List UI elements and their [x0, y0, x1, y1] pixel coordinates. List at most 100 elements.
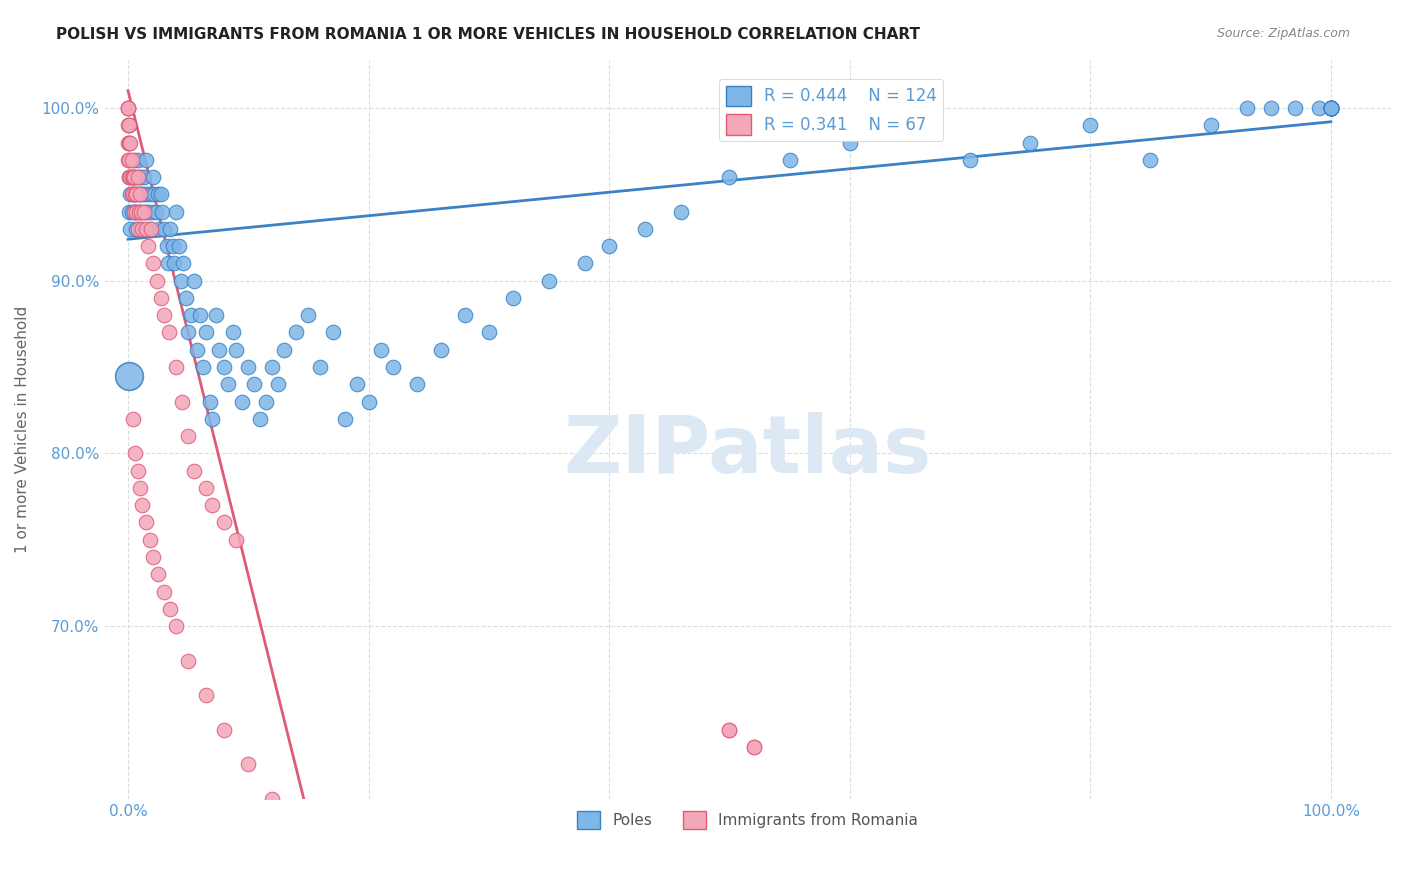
- Point: [1320, 101, 1343, 115]
- Point: [1320, 101, 1343, 115]
- Point: [118, 136, 141, 150]
- Point: [129, 204, 152, 219]
- Point: [429, 343, 451, 357]
- Point: [129, 187, 152, 202]
- Point: [1320, 101, 1343, 115]
- Point: [129, 204, 152, 219]
- Point: [297, 308, 319, 322]
- Point: [121, 169, 143, 184]
- Point: [129, 169, 152, 184]
- Point: [118, 118, 141, 132]
- Point: [1308, 101, 1330, 115]
- Point: [1320, 101, 1343, 115]
- Point: [177, 429, 200, 443]
- Point: [138, 533, 160, 547]
- Point: [718, 723, 741, 737]
- Point: [195, 688, 218, 702]
- Point: [129, 481, 152, 495]
- Point: [129, 222, 152, 236]
- Point: [1320, 101, 1343, 115]
- Point: [254, 394, 277, 409]
- Point: [153, 308, 176, 322]
- Point: [157, 326, 180, 340]
- Point: [405, 377, 427, 392]
- Point: [1320, 101, 1343, 115]
- Point: [346, 377, 368, 392]
- Point: [1320, 101, 1343, 115]
- Point: [138, 204, 160, 219]
- Point: [217, 377, 239, 392]
- Point: [128, 204, 150, 219]
- Point: [742, 739, 765, 754]
- Point: [125, 169, 148, 184]
- Point: [574, 256, 596, 270]
- Point: [285, 326, 308, 340]
- Point: [381, 359, 404, 374]
- Point: [121, 187, 143, 202]
- Point: [146, 567, 169, 582]
- Point: [118, 368, 141, 383]
- Point: [150, 204, 173, 219]
- Point: [170, 274, 193, 288]
- Point: [122, 169, 145, 184]
- Point: [163, 256, 186, 270]
- Point: [139, 187, 162, 202]
- Point: [127, 153, 149, 167]
- Point: [122, 169, 145, 184]
- Point: [221, 326, 243, 340]
- Point: [1320, 101, 1343, 115]
- Point: [297, 826, 319, 840]
- Point: [117, 101, 139, 115]
- Point: [117, 101, 139, 115]
- Point: [454, 308, 477, 322]
- Point: [118, 204, 141, 219]
- Point: [131, 222, 153, 236]
- Point: [634, 222, 657, 236]
- Text: ZIPatlas: ZIPatlas: [564, 412, 932, 491]
- Point: [153, 584, 176, 599]
- Point: [165, 204, 187, 219]
- Point: [959, 153, 981, 167]
- Point: [159, 602, 181, 616]
- Point: [183, 274, 205, 288]
- Point: [120, 136, 142, 150]
- Point: [131, 498, 153, 512]
- Point: [138, 222, 160, 236]
- Point: [117, 118, 139, 132]
- Point: [122, 204, 145, 219]
- Point: [120, 169, 142, 184]
- Point: [1078, 118, 1101, 132]
- Point: [191, 359, 214, 374]
- Point: [249, 412, 271, 426]
- Point: [1320, 101, 1343, 115]
- Point: [127, 222, 149, 236]
- Point: [238, 757, 260, 772]
- Point: [898, 118, 921, 132]
- Point: [128, 169, 150, 184]
- Point: [195, 481, 218, 495]
- Point: [146, 187, 169, 202]
- Point: [671, 204, 693, 219]
- Point: [262, 792, 284, 806]
- Point: [124, 187, 146, 202]
- Point: [321, 326, 343, 340]
- Point: [139, 222, 162, 236]
- Point: [1019, 136, 1042, 150]
- Point: [135, 153, 157, 167]
- Point: [127, 169, 149, 184]
- Point: [122, 153, 145, 167]
- Point: [120, 222, 142, 236]
- Point: [205, 308, 228, 322]
- Point: [273, 343, 295, 357]
- Point: [128, 187, 150, 202]
- Point: [153, 222, 176, 236]
- Point: [118, 136, 141, 150]
- Point: [156, 256, 179, 270]
- Point: [121, 204, 143, 219]
- Point: [238, 359, 260, 374]
- Point: [183, 464, 205, 478]
- Point: [121, 187, 143, 202]
- Point: [1284, 101, 1306, 115]
- Point: [125, 187, 148, 202]
- Point: [195, 326, 218, 340]
